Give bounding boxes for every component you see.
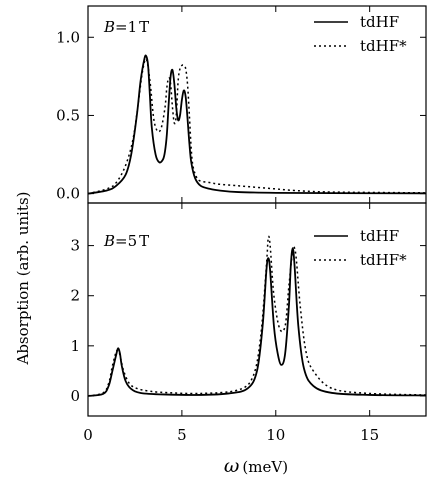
legend-b5-tdhf-label: tdHF: [360, 227, 399, 245]
panel-b1-field-eq: =: [115, 18, 128, 36]
panel-b1-legend: tdHF tdHF*: [314, 13, 407, 55]
panel-b5-field-var: B: [103, 232, 115, 250]
legend-b5-tdhfstar-label: tdHF*: [360, 251, 407, 269]
panel-b5-xtick-label: 5: [177, 426, 187, 444]
panel-b5-series-tdhfstar-line: [87, 235, 427, 397]
panel-b1-series-tdhf-line: [87, 54, 427, 195]
panel-b5-legend: tdHF tdHF*: [314, 227, 407, 269]
panel-b1-field-var: B: [103, 18, 115, 36]
panel-b5-series-tdhf-line: [87, 247, 427, 397]
x-axis-label: ω (meV): [224, 455, 288, 477]
panel-b5-xtick-label: 10: [266, 426, 285, 444]
panel-b5-ytick-label: 1: [70, 337, 80, 355]
panel-b1-series-tdhfstar-line: [87, 58, 427, 195]
panel-b5-ytick-labels: 0 1 2 3: [70, 237, 80, 405]
panel-b5-series: [87, 235, 427, 397]
panel-b5-ytick-label: 0: [70, 387, 80, 405]
panel-b1: 0.0 0.5 1.0 B=1 T tdHF tdHF*: [56, 5, 427, 204]
panel-b5-frame: [87, 202, 427, 417]
panel-b1-series: [87, 54, 427, 195]
panel-b5-ticks: [87, 203, 426, 416]
y-axis-label: Absorption (arb. units): [14, 191, 32, 365]
panel-b5-ytick-label: 2: [70, 287, 80, 305]
x-axis-symbol: ω: [224, 455, 240, 477]
panel-b5-field-unit: T: [139, 232, 149, 250]
panel-b5-xtick-label: 15: [360, 426, 379, 444]
panel-b1-ytick-labels: 0.0 0.5 1.0: [56, 28, 80, 202]
panel-b1-ytick-label: 0.5: [56, 106, 80, 124]
panel-b5-field-value: 5: [128, 232, 138, 250]
panel-b5-ytick-label: 3: [70, 237, 80, 255]
legend-b1-tdhf-label: tdHF: [360, 13, 399, 31]
panel-b5-field-label: B=5 T: [103, 232, 149, 250]
panel-b5-field-eq: =: [115, 232, 128, 250]
panel-b1-field-unit: T: [139, 18, 149, 36]
legend-b1-tdhfstar-label: tdHF*: [360, 37, 407, 55]
panel-b1-field-value: 1: [128, 18, 138, 36]
panel-b1-ytick-label: 0.0: [56, 185, 80, 203]
panel-b1-ytick-label: 1.0: [56, 28, 80, 46]
panel-b5-xtick-labels: 0 5 10 15: [83, 426, 379, 444]
panel-b1-field-label: B=1 T: [103, 18, 149, 36]
x-axis-unit: (meV): [242, 458, 288, 476]
panel-b5-xtick-label: 0: [83, 426, 93, 444]
